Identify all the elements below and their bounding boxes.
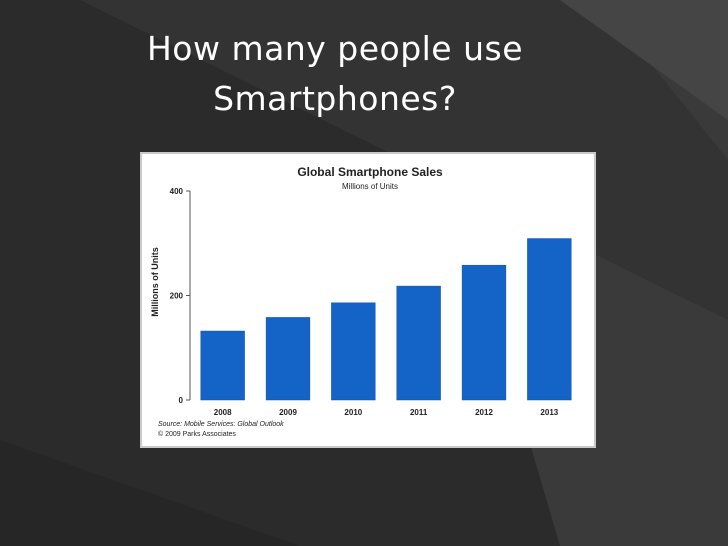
y-tick-label: 200 bbox=[170, 292, 184, 301]
copyright-note: © 2009 Parks Associates bbox=[158, 430, 236, 438]
bar-chart: Global Smartphone Sales Millions of Unit… bbox=[150, 165, 572, 438]
chart-subtitle: Millions of Units bbox=[342, 182, 398, 191]
bar-2012 bbox=[461, 264, 507, 401]
chart-card: Global Smartphone Sales Millions of Unit… bbox=[140, 152, 596, 448]
x-tick-label: 2013 bbox=[540, 408, 558, 417]
source-note: Source: Mobile Services: Global Outlook bbox=[158, 421, 284, 428]
bar-2010 bbox=[331, 302, 376, 401]
chart-axes: 0 200 400 bbox=[170, 187, 191, 405]
y-tick-label: 400 bbox=[170, 187, 184, 196]
x-tick-label: 2009 bbox=[279, 408, 297, 417]
x-tick-label: 2012 bbox=[475, 408, 493, 417]
x-tick-label: 2011 bbox=[410, 408, 428, 417]
bar-2011 bbox=[396, 285, 441, 401]
chart-title: Global Smartphone Sales bbox=[297, 165, 443, 179]
x-tick-label: 2008 bbox=[214, 408, 232, 417]
chart-labels: 2008 2009 2010 2011 2012 2013 bbox=[214, 408, 559, 417]
background-shape-bottom bbox=[0, 440, 300, 546]
y-axis-label: Millions of Units bbox=[150, 247, 160, 317]
chart-bars bbox=[200, 238, 572, 401]
bar-2009 bbox=[265, 317, 311, 401]
slide-title: How many people use Smartphones? bbox=[120, 24, 550, 124]
slide-title-line-2: Smartphones? bbox=[213, 79, 457, 118]
bar-2008 bbox=[200, 330, 245, 401]
y-tick-label: 0 bbox=[179, 396, 184, 405]
x-tick-label: 2010 bbox=[344, 408, 362, 417]
slide-title-line-1: How many people use bbox=[146, 29, 524, 68]
bar-2013 bbox=[527, 238, 572, 401]
background-shape-accent bbox=[560, 0, 728, 120]
